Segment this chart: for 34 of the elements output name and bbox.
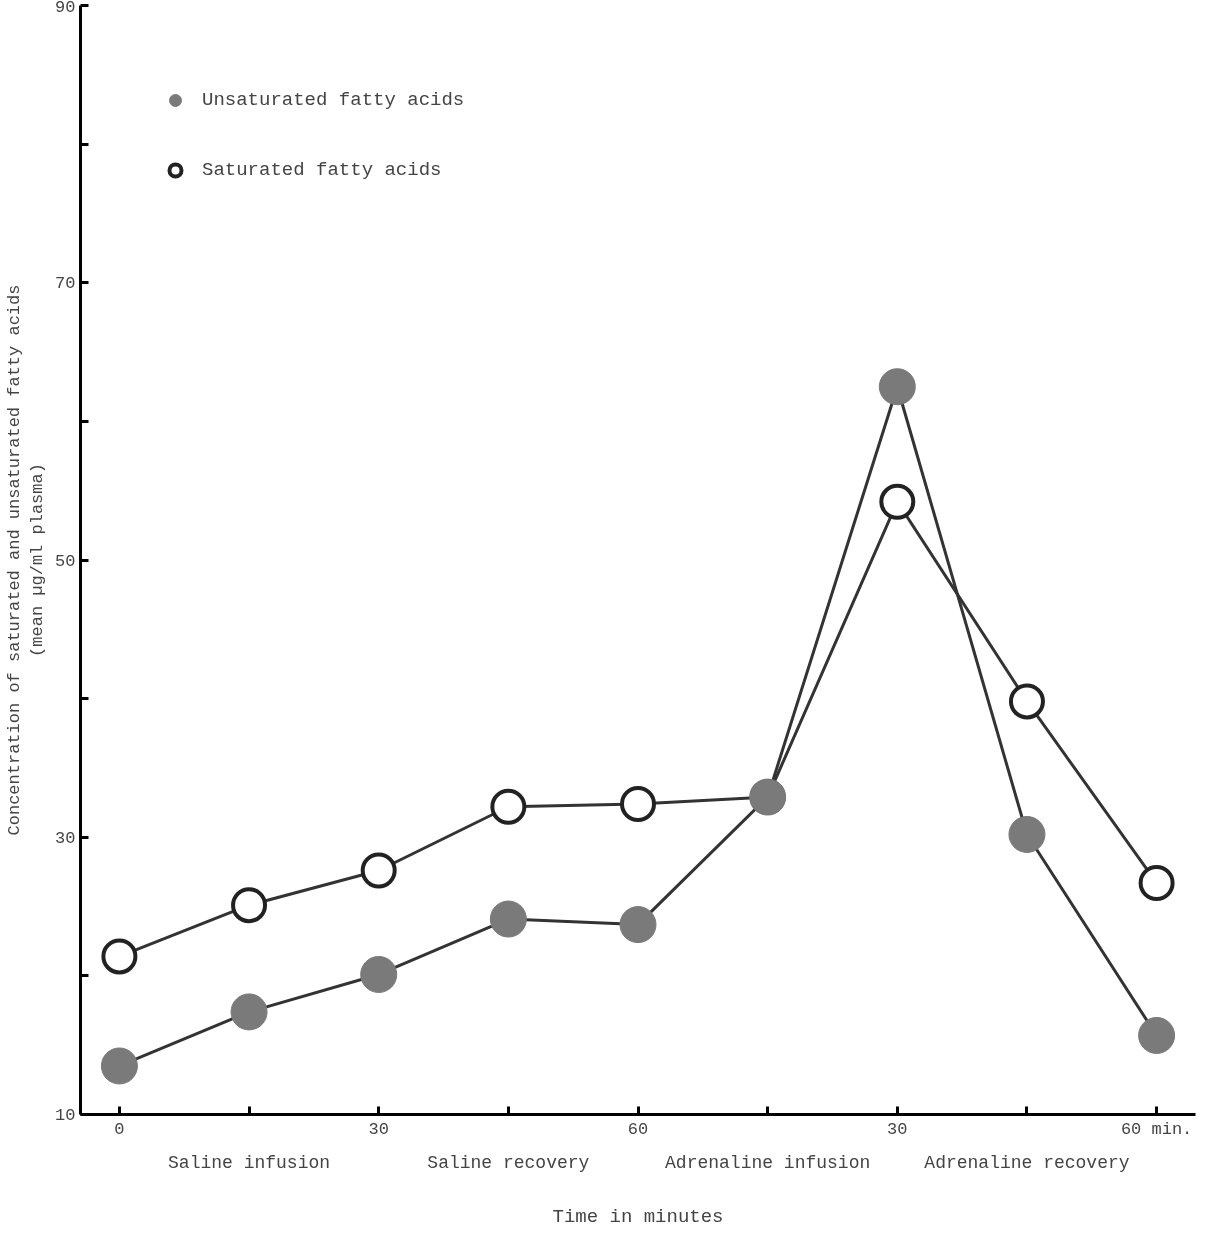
x-tick-label: 60 min. [1120, 1119, 1193, 1139]
point [620, 786, 656, 822]
y-tick-label: 50 [55, 551, 76, 571]
text: Saline recovery [427, 1152, 590, 1173]
y-tick-label: 70 [55, 274, 76, 294]
x-tick-label: 30 [887, 1119, 908, 1139]
y-tick-label: 90 [55, 0, 76, 17]
point [360, 852, 397, 889]
x-tick-label: 60 [627, 1119, 649, 1139]
point [1138, 865, 1175, 901]
point [619, 906, 657, 944]
x-tick-label: 0 [114, 1119, 125, 1139]
point [360, 956, 398, 993]
text: Saline infusion [168, 1152, 331, 1173]
x-tick-label: 30 [368, 1119, 389, 1139]
point [230, 993, 268, 1031]
text: Adrenaline infusion [665, 1152, 871, 1173]
legend-label: Saturated fatty acids [202, 159, 442, 181]
point [231, 887, 268, 924]
y-tick-label: 30 [55, 828, 76, 848]
text: Adrenaline recovery [924, 1152, 1130, 1173]
point [1008, 683, 1045, 720]
point [101, 938, 138, 975]
point [1138, 1017, 1176, 1054]
point [878, 368, 916, 406]
y-axis-title: Concentration of saturated and unsaturated fatty acids (mean µg/ml plasma) [5, 284, 48, 836]
legend-label: Unsaturated fatty acids [202, 89, 465, 111]
point [100, 1047, 138, 1085]
point [490, 788, 527, 825]
x-axis-title: Time in minutes [552, 1205, 724, 1228]
point [489, 900, 527, 938]
point [879, 483, 916, 520]
point [1008, 816, 1046, 853]
y-tick-label: 10 [55, 1106, 76, 1125]
